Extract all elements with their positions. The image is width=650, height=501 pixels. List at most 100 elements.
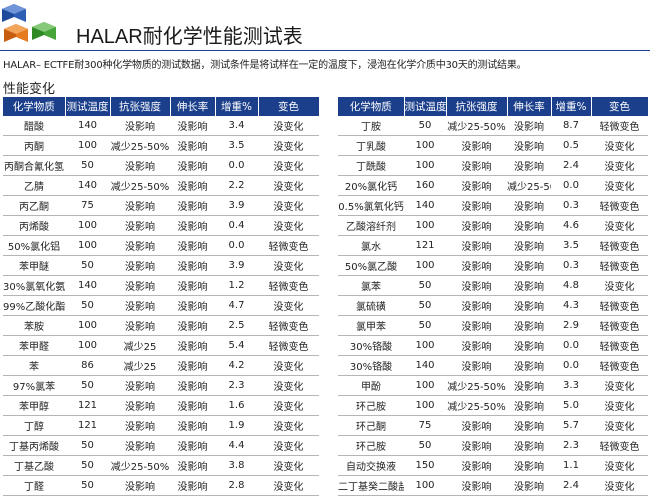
table-cell: 100 xyxy=(404,215,446,236)
table-cell: 20%氯化钙 xyxy=(338,175,404,196)
table-cell: 97%氯苯 xyxy=(3,375,65,396)
table-cell: 没影响 xyxy=(170,215,215,236)
table-cell: 2.4 xyxy=(551,155,591,176)
header-row: 化学物质 测试温度 抗张强度 伸长率 增重% 变色 xyxy=(3,97,320,116)
table-cell: 4.2 xyxy=(215,355,258,376)
table-cell: 没影响 xyxy=(110,116,170,136)
table-cell: 没影响 xyxy=(446,255,507,276)
table-row: 30%铬酸 140 没影响 没影响 0.0 轻微变色 xyxy=(338,355,648,376)
table-cell: 没影响 xyxy=(110,155,170,176)
column-header: 测试温度 xyxy=(404,97,447,116)
table-cell: 没变化 xyxy=(258,255,319,276)
table-cell: 没影响 xyxy=(170,295,215,316)
table-cell: 没影响 xyxy=(110,235,170,256)
column-header: 变色 xyxy=(591,97,649,116)
table-cell: 3.4 xyxy=(215,116,258,136)
table-row: 乙腈 140 减少25-50% 没影响 2.2 没变化 xyxy=(3,175,319,196)
table-cell: 没变化 xyxy=(258,116,319,136)
table-cell: 没影响 xyxy=(170,475,215,496)
table-cell: 没影响 xyxy=(507,295,551,316)
table-cell: 没影响 xyxy=(446,315,507,336)
table-cell: 没变化 xyxy=(591,455,648,476)
table-cell: 没影响 xyxy=(170,395,215,416)
table-cell: 没影响 xyxy=(507,255,551,276)
table-cell: 3.9 xyxy=(215,195,258,216)
table-cell: 100 xyxy=(65,315,110,336)
table-cell: 轻微变色 xyxy=(258,275,319,296)
table-row: 97%氯苯 50 没影响 没影响 2.3 没变化 xyxy=(3,375,319,396)
table-cell: 2.5 xyxy=(215,315,258,336)
table-cell: 1.2 xyxy=(215,275,258,296)
table-cell: 50 xyxy=(404,295,446,316)
column-header: 伸长率 xyxy=(170,97,216,116)
table-cell: 50 xyxy=(65,475,110,496)
table-cell: 没影响 xyxy=(446,195,507,216)
table-cell: 50 xyxy=(404,435,446,456)
subtitle: HALAR– ECTFE耐300种化学物质的测试数据，测试条件是将试样在一定的温… xyxy=(3,60,527,71)
table-row: 99%乙酸化酯 50 没影响 没影响 4.7 没变化 xyxy=(3,295,319,316)
table-cell: 121 xyxy=(404,235,446,256)
table-cell: 2.4 xyxy=(551,475,591,496)
table-row: 苯 86 减少25 没影响 4.2 没变化 xyxy=(3,355,319,376)
table-row: 丁基乙酸 50 减少25-50% 没影响 3.8 没变化 xyxy=(3,455,319,476)
table-cell: 没影响 xyxy=(170,375,215,396)
table-cell: 没影响 xyxy=(110,275,170,296)
table-cell: 50 xyxy=(65,455,110,476)
table-cell: 轻微变色 xyxy=(258,315,319,336)
table-cell: 140 xyxy=(65,116,110,136)
table-cell: 没影响 xyxy=(110,435,170,456)
table-cell: 0.0 xyxy=(551,175,591,196)
table-cell: 2.9 xyxy=(551,315,591,336)
table-cell: 没变化 xyxy=(258,295,319,316)
table-cell: 没影响 xyxy=(507,415,551,436)
table-cell: 没影响 xyxy=(446,435,507,456)
table-cell: 没影响 xyxy=(507,235,551,256)
table-row: 丙酮 100 减少25-50% 没影响 3.5 没变化 xyxy=(3,135,319,156)
table-cell: 减少25-50% xyxy=(110,135,170,156)
table-cell: 没变化 xyxy=(591,395,648,416)
table-cell: 没影响 xyxy=(446,235,507,256)
table-cell: 没变化 xyxy=(591,215,648,236)
table-cell: 轻微变色 xyxy=(591,195,648,216)
table-row: 氯硫磺 50 没影响 没影响 4.3 轻微变色 xyxy=(338,295,648,316)
table-row: 丙乙酮 75 没影响 没影响 3.9 没变化 xyxy=(3,195,319,216)
table-cell: 没影响 xyxy=(110,195,170,216)
column-header: 化学物质 xyxy=(3,97,66,116)
table-row: 二丁基癸二酸盐 100 没影响 没影响 2.4 没变化 xyxy=(338,475,648,496)
table-row: 0.5%氯氧化钙 140 没影响 没影响 0.3 轻微变色 xyxy=(338,195,648,216)
table-cell: 没影响 xyxy=(507,135,551,156)
column-header: 增重% xyxy=(551,97,592,116)
table-row: 甲酚 100 减少25-50% 没影响 3.3 没变化 xyxy=(338,375,648,396)
table-cell: 丁胺 xyxy=(338,116,404,136)
table-cell: 100 xyxy=(404,475,446,496)
table-cell: 没影响 xyxy=(446,355,507,376)
table-cell: 50 xyxy=(404,275,446,296)
table-cell: 30%铬酸 xyxy=(338,335,404,356)
table-cell: 没变化 xyxy=(258,395,319,416)
table-cell: 没影响 xyxy=(170,175,215,196)
divider xyxy=(0,50,650,51)
table-cell: 没变化 xyxy=(258,195,319,216)
table-cell: 100 xyxy=(65,335,110,356)
table-row: 丁醛 50 没影响 没影响 2.8 没变化 xyxy=(3,475,319,496)
table-cell: 丁醛 xyxy=(3,475,65,496)
table-cell: 没影响 xyxy=(110,315,170,336)
table-cell: 环己胺 xyxy=(338,395,404,416)
table-cell: 100 xyxy=(404,375,446,396)
table-cell: 4.4 xyxy=(215,435,258,456)
table-cell: 苯 xyxy=(3,355,65,376)
table-cell: 没影响 xyxy=(110,475,170,496)
table-cell: 100 xyxy=(404,255,446,276)
table-cell: 氯硫磺 xyxy=(338,295,404,316)
table-cell: 没影响 xyxy=(170,135,215,156)
table-cell: 没影响 xyxy=(507,375,551,396)
table-row: 氯水 121 没影响 没影响 3.5 轻微变色 xyxy=(338,235,648,256)
table-cell: 121 xyxy=(65,395,110,416)
table-cell: 没影响 xyxy=(507,155,551,176)
table-cell: 140 xyxy=(65,275,110,296)
table-cell: 3.5 xyxy=(215,135,258,156)
column-header: 伸长率 xyxy=(507,97,552,116)
table-cell: 没变化 xyxy=(258,435,319,456)
table-cell: 没影响 xyxy=(170,435,215,456)
